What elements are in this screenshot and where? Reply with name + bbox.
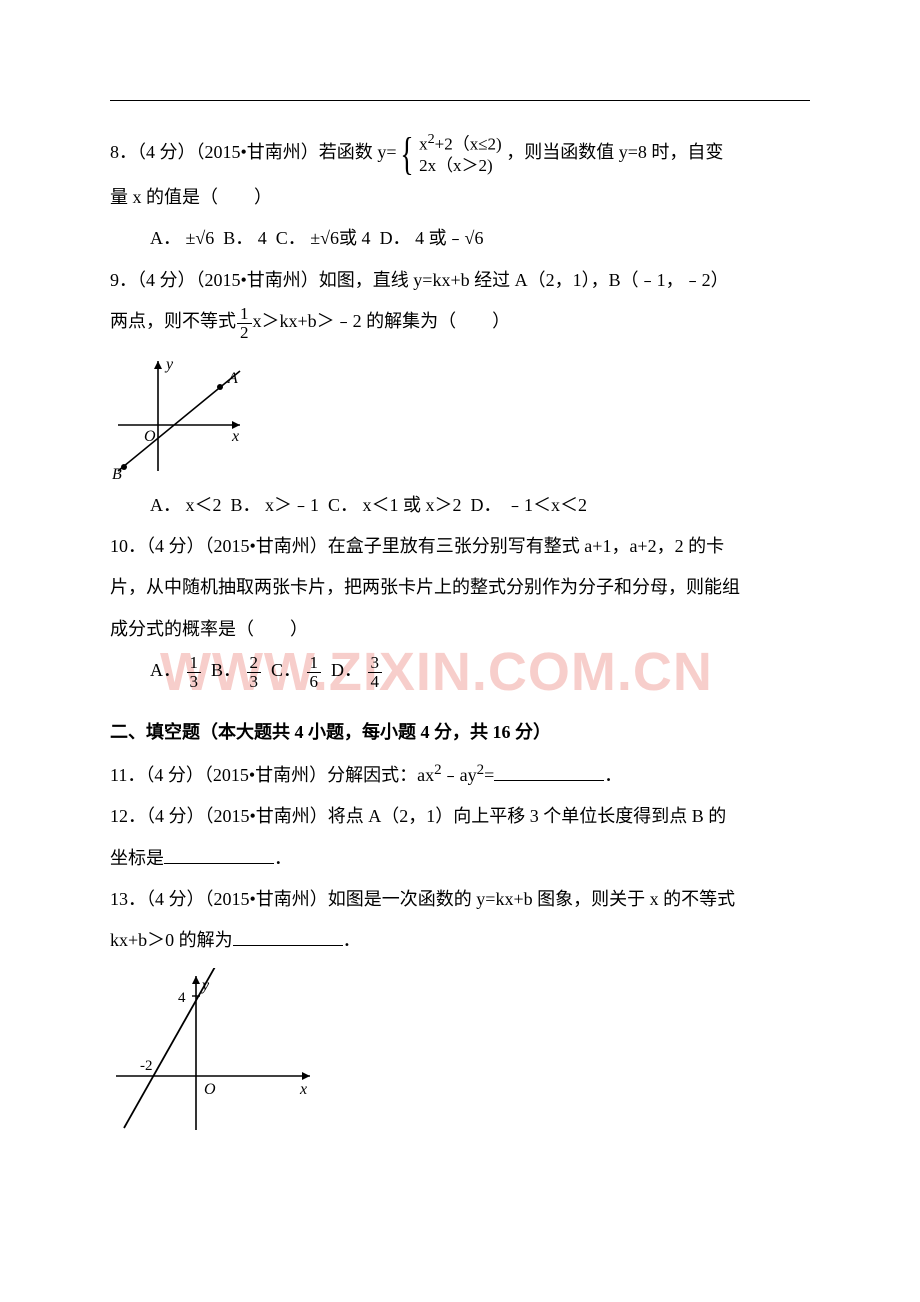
q10-optB-d: 3 [247,673,262,691]
q8-case1-rest: +2（x≤2) [435,135,502,154]
q9-frac-n: 1 [237,305,252,324]
q8-optA-label: A． [150,228,181,248]
q11-period: ． [604,765,622,785]
q9-optC-label: C． [328,495,358,515]
q9-optD-label: D． [471,495,502,515]
q11-blank [494,762,604,781]
q13-graph: y x O 4 -2 [110,968,810,1138]
q9-optD-val: ﹣1＜x＜2 [506,495,587,515]
q10-line3: 成分式的概率是（ ） [110,609,810,650]
q13-line1: 13．（4 分）（2015•甘南州）如图是一次函数的 y=kx+b 图象，则关于… [110,879,810,920]
svg-text:O: O [144,428,156,445]
q10-optD-label: D． [331,660,362,680]
q12-line1: 12．（4 分）（2015•甘南州）将点 A（2，1）向上平移 3 个单位长度得… [110,796,810,837]
svg-text:B: B [112,466,122,479]
q8-optD-val: 4 或﹣√6 [415,228,483,248]
q8-case1-sup: 2 [428,131,435,147]
q11-c: = [484,765,494,785]
q8-case2: 2x（x＞2) [419,155,502,176]
svg-text:-2: -2 [140,1058,153,1074]
q10-optC-frac: 16 [306,654,323,691]
svg-text:x: x [299,1081,307,1098]
q10-optB-n: 2 [247,654,262,673]
q10-optB-label: B． [211,660,241,680]
q8-piecewise: { x2+2（x≤2) 2x（x＞2) [396,131,501,177]
q9-line1: 9．（4 分）（2015•甘南州）如图，直线 y=kx+b 经过 A（2，1），… [110,260,810,301]
q8-line1: 8．（4 分）（2015•甘南州）若函数 y= { x2+2（x≤2) 2x（x… [110,131,810,177]
svg-text:y: y [164,356,174,373]
section-2-title: 二、填空题（本大题共 4 小题，每小题 4 分，共 16 分） [110,712,810,753]
q10-optD-d: 4 [368,673,383,691]
q12-line2: 坐标是 ． [110,838,810,879]
q8-optB-label: B． [223,228,253,248]
q13-line2a: kx+b＞0 的解为 [110,930,233,950]
q8-y-equals: y= [377,142,396,162]
q11-a: 11．（4 分）（2015•甘南州）分解因式：ax [110,765,434,785]
q9-half-fraction: 12 [236,305,253,342]
q8-optC-val: ±√6或 4 [310,228,370,248]
q9-optA-val: x＜2 [186,495,222,515]
svg-text:4: 4 [178,990,186,1006]
svg-text:O: O [204,1081,216,1098]
q13-graph-svg: y x O 4 -2 [110,968,330,1138]
q12-line2a: 坐标是 [110,848,164,868]
q11-b: ﹣ay [442,765,477,785]
q10-optD-n: 3 [368,654,383,673]
page-top-rule [110,100,810,101]
q9-line2b: x＞kx+b＞﹣2 的解集为（ ） [253,311,511,331]
svg-text:y: y [200,977,210,994]
q11-sup1: 2 [434,762,442,778]
q10-optB-frac: 23 [246,654,263,691]
q8-prefix: 8．（4 分）（2015•甘南州）若函数 [110,142,373,162]
q10-optC-n: 1 [307,654,322,673]
q10-optA-frac: 13 [186,654,203,691]
q9-optA-label: A． [150,495,181,515]
q9-optB-val: x＞﹣1 [265,495,319,515]
q9-graph-svg: A B O x y [110,349,260,479]
q9-optB-label: B． [231,495,261,515]
q10-optC-d: 6 [307,673,322,691]
q11-sup2: 2 [477,762,485,778]
q9-options: A． x＜2 B． x＞﹣1 C． x＜1 或 x＞2 D． ﹣1＜x＜2 [110,485,810,526]
q8-line2: 量 x 的值是（ ） [110,177,810,218]
q8-case1-x: x [419,135,428,154]
q13-line2: kx+b＞0 的解为 ． [110,920,810,961]
q10-line1: 10．（4 分）（2015•甘南州）在盒子里放有三张分别写有整式 a+1，a+2… [110,526,810,567]
q9-line2a: 两点，则不等式 [110,311,236,331]
q10-optA-d: 3 [187,673,202,691]
q9-optC-val: x＜1 或 x＞2 [363,495,462,515]
q8-optC-label: C． [276,228,306,248]
q10-line2: 片，从中随机抽取两张卡片，把两张卡片上的整式分别作为分子和分母，则能组 [110,567,810,608]
q10-options: A． 13 B． 23 C． 16 D． 34 [110,650,810,691]
q12-blank [164,845,274,864]
q10-optC-label: C． [271,660,301,680]
q13-blank [233,927,343,946]
q9-line2: 两点，则不等式12x＞kx+b＞﹣2 的解集为（ ） [110,301,810,342]
svg-text:A: A [227,370,238,387]
q10-optA-label: A． [150,660,181,680]
q13-period: ． [343,930,361,950]
q8-suffix1: ，则当函数值 y=8 时，自变 [506,142,723,162]
svg-text:x: x [231,428,239,445]
document-content: 8．（4 分）（2015•甘南州）若函数 y= { x2+2（x≤2) 2x（x… [110,131,810,1138]
q9-graph: A B O x y [110,349,810,479]
q10-optA-n: 1 [187,654,202,673]
q8-optD-label: D． [380,228,411,248]
q8-optB-val: 4 [258,228,267,248]
q8-brace-icon: { [401,131,414,177]
q10-optD-frac: 34 [367,654,384,691]
q12-period: ． [274,848,292,868]
q8-options: A． ±√6 B． 4 C． ±√6或 4 D． 4 或﹣√6 [110,218,810,259]
q8-optA-val: ±√6 [186,228,215,248]
q9-frac-d: 2 [237,324,252,342]
q11: 11．（4 分）（2015•甘南州）分解因式：ax2﹣ay2=． [110,753,810,796]
